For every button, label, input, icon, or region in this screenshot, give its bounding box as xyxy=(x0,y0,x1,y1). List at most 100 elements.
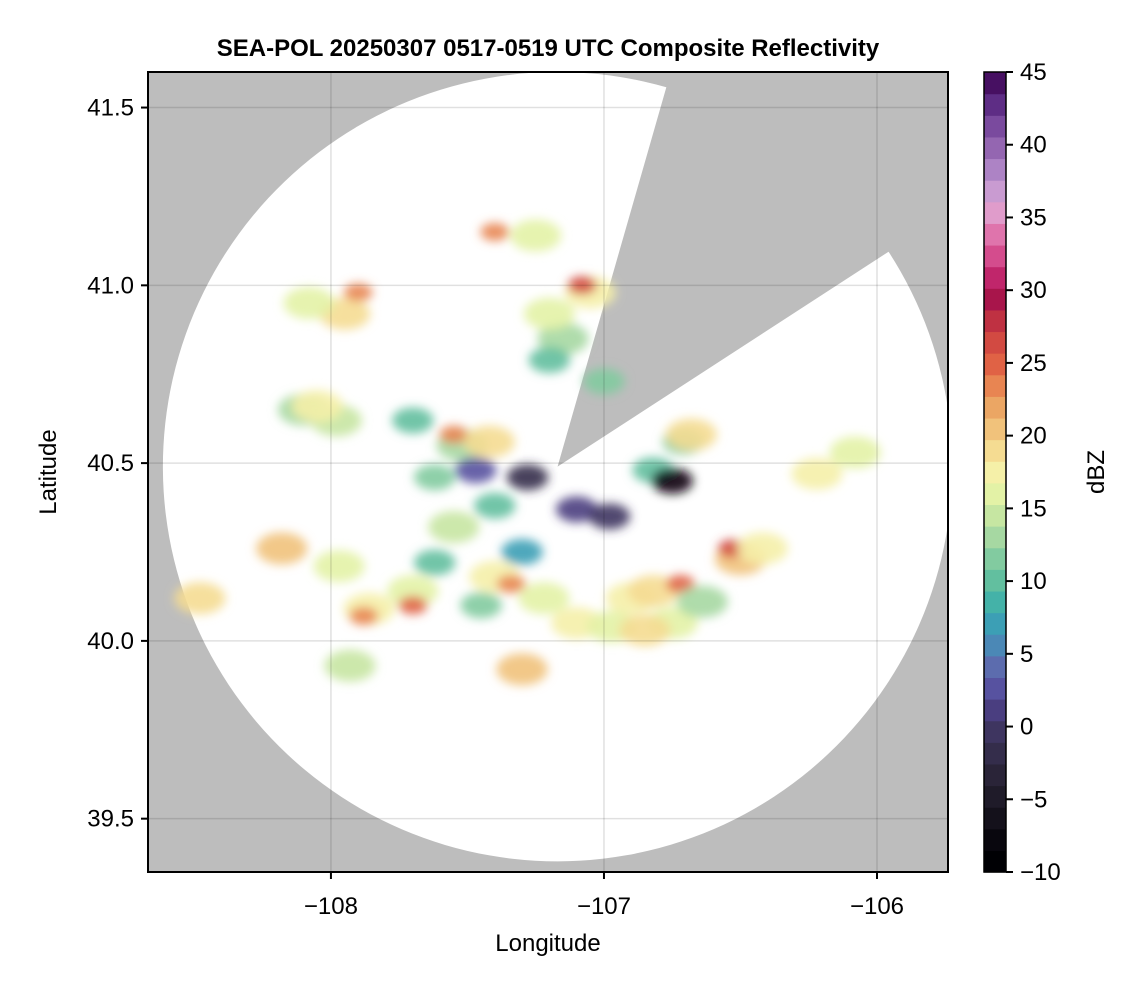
colorbar-step-16 xyxy=(984,504,1006,527)
echo-40 xyxy=(439,425,469,444)
colorbar-step-31 xyxy=(984,180,1006,203)
colorbar-step-17 xyxy=(984,482,1006,506)
echo-52 xyxy=(480,223,510,241)
colorbar-step-6 xyxy=(984,720,1006,743)
colorbar-step-36 xyxy=(984,72,1006,95)
colorbar-step-24 xyxy=(984,331,1006,354)
echo-7 xyxy=(387,575,439,608)
colorbar-tick-label: 0 xyxy=(1020,714,1033,741)
echo-34 xyxy=(583,368,625,395)
echo-35 xyxy=(537,322,589,355)
echo-38 xyxy=(523,297,575,330)
chart-title: SEA-POL 20250307 0517-0519 UTC Composite… xyxy=(217,35,880,62)
colorbar-step-0 xyxy=(984,850,1006,873)
echo-15 xyxy=(518,582,570,615)
echo-25 xyxy=(736,532,788,565)
colorbar-step-7 xyxy=(984,699,1006,722)
colorbar-step-26 xyxy=(984,288,1006,311)
echo-33 xyxy=(588,503,631,530)
echo-44 xyxy=(496,653,548,686)
y-axis: 39.5 40.0 40.5 41.0 41.5 xyxy=(87,95,148,833)
echo-19 xyxy=(627,575,679,608)
colorbar-step-32 xyxy=(984,158,1006,181)
echo-5 xyxy=(428,511,480,544)
colorbar-step-30 xyxy=(984,201,1006,224)
colorbar-step-1 xyxy=(984,828,1006,851)
echo-53 xyxy=(510,219,562,252)
colorbar-tick-label: 35 xyxy=(1020,204,1047,231)
colorbar-step-27 xyxy=(984,266,1006,289)
echo-39 xyxy=(528,347,571,373)
echo-8 xyxy=(398,596,428,615)
echo-54 xyxy=(291,390,343,423)
echo-51 xyxy=(343,283,373,302)
colorbar-tick-label: 30 xyxy=(1020,277,1047,304)
echo-2 xyxy=(413,464,456,491)
echo-12 xyxy=(496,575,526,593)
colorbar-step-2 xyxy=(984,807,1006,830)
colorbar-tick-label: 20 xyxy=(1020,423,1047,450)
x-tick-label: −108 xyxy=(304,893,358,920)
colorbar-step-3 xyxy=(984,785,1006,808)
colorbar-tick-label: 15 xyxy=(1020,495,1047,522)
colorbar-step-15 xyxy=(984,526,1006,549)
colorbar-step-23 xyxy=(984,353,1006,376)
y-tick-label: 40.5 xyxy=(87,450,134,477)
echo-22 xyxy=(676,585,728,618)
colorbar-label: dBZ xyxy=(1083,450,1110,494)
colorbar-step-5 xyxy=(984,742,1006,765)
x-axis-label: Longitude xyxy=(495,930,600,957)
y-tick-label: 41.0 xyxy=(87,272,134,299)
echo-46 xyxy=(174,582,226,615)
colorbar-step-33 xyxy=(984,136,1006,160)
colorbar-steps xyxy=(984,72,1006,873)
echo-55 xyxy=(392,407,434,434)
colorbar-step-35 xyxy=(984,93,1006,116)
echo-56 xyxy=(619,614,671,647)
colorbar-frame xyxy=(983,71,1007,873)
x-tick-label: −106 xyxy=(850,893,904,920)
colorbar-step-19 xyxy=(984,439,1006,462)
echo-31 xyxy=(651,467,694,494)
plot-area xyxy=(148,72,948,872)
colorbar-step-21 xyxy=(984,396,1006,419)
colorbar-step-13 xyxy=(984,569,1006,592)
plot-frame xyxy=(147,71,949,873)
colorbar-step-34 xyxy=(984,115,1006,138)
colorbar-step-18 xyxy=(984,461,1006,484)
echo-20 xyxy=(666,575,695,593)
colorbar-tick-label: 5 xyxy=(1020,641,1033,668)
grid-lines xyxy=(148,72,948,872)
y-tick-label: 39.5 xyxy=(87,806,134,833)
reflectivity-echoes xyxy=(174,219,881,686)
colorbar-tick-label: −10 xyxy=(1020,859,1061,886)
colorbar-step-20 xyxy=(984,417,1006,441)
echo-14 xyxy=(460,592,502,619)
echo-26 xyxy=(791,457,843,490)
colorbar-step-29 xyxy=(984,223,1006,246)
colorbar-tick-label: 10 xyxy=(1020,568,1047,595)
y-axis-label: Latitude xyxy=(35,429,62,514)
colorbar-tick-label: −5 xyxy=(1020,786,1047,813)
colorbar-step-28 xyxy=(984,244,1006,268)
echo-45 xyxy=(324,649,376,682)
colorbar-step-12 xyxy=(984,590,1006,614)
echo-32 xyxy=(555,496,598,523)
echo-43 xyxy=(256,532,308,565)
x-axis: −108 −107 −106 xyxy=(304,872,904,920)
colorbar-step-8 xyxy=(984,677,1006,700)
colorbar-step-25 xyxy=(984,309,1006,333)
echo-37 xyxy=(567,276,597,295)
echo-4 xyxy=(506,464,549,491)
colorbar-tick-label: 40 xyxy=(1020,132,1047,159)
colorbar-step-10 xyxy=(984,634,1006,657)
echo-13 xyxy=(501,539,543,565)
echo-42 xyxy=(313,550,365,583)
y-tick-label: 41.5 xyxy=(87,95,134,122)
echo-27 xyxy=(829,436,881,469)
colorbar-step-4 xyxy=(984,763,1006,787)
echo-6 xyxy=(413,549,456,576)
echo-3 xyxy=(454,457,497,484)
colorbar-step-11 xyxy=(984,612,1006,635)
